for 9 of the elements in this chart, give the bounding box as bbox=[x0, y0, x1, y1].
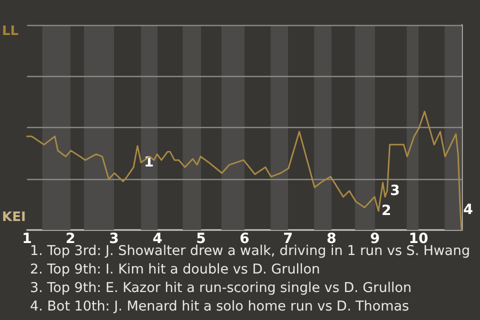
text: KEI bbox=[2, 210, 26, 225]
text: LL bbox=[2, 24, 19, 39]
annotation: 2 bbox=[381, 203, 392, 220]
text: 3. Top 9th: E. Kazor hit a run-scoring single vs D. Grullon bbox=[30, 280, 412, 296]
text: 4. Bot 10th: J. Menard hit a solo home run vs D. Thomas bbox=[30, 298, 410, 314]
x-tick-label: 1 bbox=[22, 231, 32, 247]
annotation: 4 bbox=[463, 202, 474, 218]
text: 2. Top 9th: I. Kim hit a double vs D. Grullon bbox=[30, 262, 320, 278]
annotation: 3 bbox=[390, 182, 400, 199]
